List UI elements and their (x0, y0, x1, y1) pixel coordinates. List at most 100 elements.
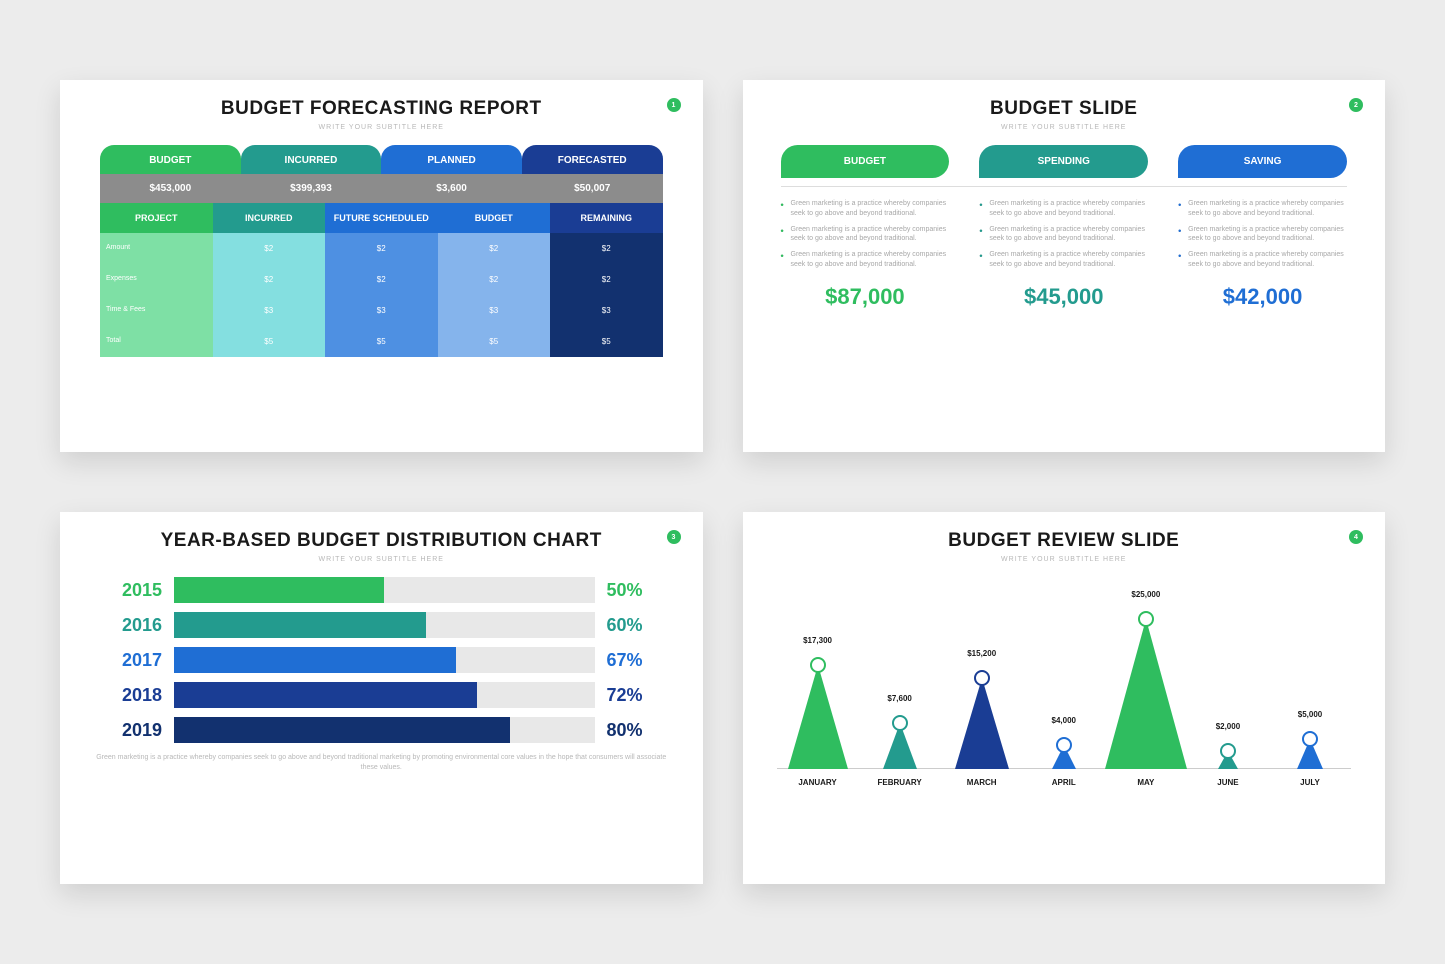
table-cell: $2 (550, 233, 663, 264)
table-cell: $2 (438, 233, 551, 264)
bar-track (174, 717, 595, 743)
row-label: Total (100, 326, 213, 357)
cone-value: $15,200 (967, 649, 996, 658)
cone-shape (788, 662, 848, 769)
bar-track (174, 612, 595, 638)
slide-subtitle: WRITE YOUR SUBTITLE HERE (771, 556, 1358, 563)
slide-subtitle: WRITE YOUR SUBTITLE HERE (88, 556, 675, 563)
summary-tab: PLANNED (381, 145, 522, 174)
slide-number-badge: 4 (1349, 530, 1363, 544)
bar-year: 2016 (108, 615, 162, 636)
cone-marker (1056, 737, 1072, 753)
table-cell: $5 (213, 326, 326, 357)
cone-month: JULY (1300, 778, 1320, 787)
slide-number-badge: 2 (1349, 98, 1363, 112)
bullet-item: •Green marketing is a practice whereby c… (781, 250, 950, 270)
bar-row: 201980% (108, 717, 655, 743)
cone-month: FEBRUARY (878, 778, 922, 787)
bullet-list: •Green marketing is a practice whereby c… (1178, 199, 1347, 270)
table-header-cell: FUTURE SCHEDULED (325, 203, 438, 233)
slide-title: BUDGET FORECASTING REPORT (88, 98, 675, 120)
cone-item: $2,000 JUNE (1187, 577, 1269, 787)
cone-item: $25,000 MAY (1105, 577, 1187, 787)
cone-value: $7,600 (887, 694, 911, 703)
bar-year: 2019 (108, 720, 162, 741)
bullet-item: •Green marketing is a practice whereby c… (979, 250, 1148, 270)
table-body: Amount$2$2$2$2Expenses$2$2$2$2Time & Fee… (100, 233, 663, 357)
bullet-item: •Green marketing is a practice whereby c… (1178, 250, 1347, 270)
table-header-cell: INCURRED (213, 203, 326, 233)
slide-number-badge: 1 (667, 98, 681, 112)
slide-title: YEAR-BASED BUDGET DISTRIBUTION CHART (88, 530, 675, 552)
table-cell: $2 (325, 233, 438, 264)
bullet-list: •Green marketing is a practice whereby c… (979, 199, 1148, 270)
cone-marker (1220, 743, 1236, 759)
summary-value: $3,600 (381, 174, 522, 203)
footnote: Green marketing is a practice whereby co… (88, 753, 675, 773)
cone-month: MAY (1137, 778, 1154, 787)
table-cell: $5 (550, 326, 663, 357)
cone-month: MARCH (967, 778, 997, 787)
bar-year: 2018 (108, 685, 162, 706)
bar-row: 201660% (108, 612, 655, 638)
bullet-list: •Green marketing is a practice whereby c… (781, 199, 950, 270)
table-cell: $5 (438, 326, 551, 357)
table-row: Time & Fees$3$3$3$3 (100, 295, 663, 326)
budget-table: PROJECTINCURREDFUTURE SCHEDULEDBUDGETREM… (100, 203, 663, 357)
bar-track (174, 647, 595, 673)
category-column: •Green marketing is a practice whereby c… (1178, 199, 1347, 310)
category-columns: •Green marketing is a practice whereby c… (771, 199, 1358, 310)
cone-value: $4,000 (1052, 716, 1076, 725)
slide-subtitle: WRITE YOUR SUBTITLE HERE (88, 124, 675, 131)
table-cell: $2 (213, 233, 326, 264)
bullet-item: •Green marketing is a practice whereby c… (979, 225, 1148, 245)
cone-chart: $17,300JANUARY$7,600FEBRUARY$15,200MARCH… (771, 577, 1358, 787)
bar-row: 201550% (108, 577, 655, 603)
bar-pct: 72% (607, 685, 655, 706)
table-header-cell: REMAINING (550, 203, 663, 233)
cone-marker (892, 715, 908, 731)
table-cell: $2 (438, 264, 551, 295)
summary-tab: FORECASTED (522, 145, 663, 174)
cone-marker (974, 670, 990, 686)
category-column: •Green marketing is a practice whereby c… (979, 199, 1148, 310)
bar-pct: 67% (607, 650, 655, 671)
category-pill: SPENDING (979, 145, 1148, 178)
cone-shape (1105, 616, 1187, 769)
cone-item: $15,200 MARCH (941, 577, 1023, 787)
slide-year-distribution: 3 YEAR-BASED BUDGET DISTRIBUTION CHART W… (60, 512, 703, 884)
table-cell: $2 (550, 264, 663, 295)
bar-fill (174, 682, 477, 708)
divider (781, 186, 1348, 187)
bar-year: 2015 (108, 580, 162, 601)
row-label: Amount (100, 233, 213, 264)
cone-value: $2,000 (1216, 722, 1240, 731)
slide-subtitle: WRITE YOUR SUBTITLE HERE (771, 124, 1358, 131)
cone-month: JUNE (1217, 778, 1238, 787)
cone-marker (1302, 731, 1318, 747)
table-cell: $3 (213, 295, 326, 326)
table-row: Expenses$2$2$2$2 (100, 264, 663, 295)
row-label: Expenses (100, 264, 213, 295)
cone-item: $4,000APRIL (1023, 577, 1105, 787)
bar-track (174, 682, 595, 708)
slide-budget-review: 4 BUDGET REVIEW SLIDE WRITE YOUR SUBTITL… (743, 512, 1386, 884)
table-row: Total$5$5$5$5 (100, 326, 663, 357)
category-pill: BUDGET (781, 145, 950, 178)
summary-value: $50,007 (522, 174, 663, 203)
summary-tabs: BUDGETINCURREDPLANNEDFORECASTED (100, 145, 663, 174)
table-header: PROJECTINCURREDFUTURE SCHEDULEDBUDGETREM… (100, 203, 663, 233)
slide-budget: 2 BUDGET SLIDE WRITE YOUR SUBTITLE HERE … (743, 80, 1386, 452)
category-pill: SAVING (1178, 145, 1347, 178)
table-cell: $3 (325, 295, 438, 326)
row-label: Time & Fees (100, 295, 213, 326)
bullet-item: •Green marketing is a practice whereby c… (979, 199, 1148, 219)
cone-marker (1138, 611, 1154, 627)
cone-value: $5,000 (1298, 710, 1322, 719)
category-amount: $87,000 (781, 284, 950, 310)
bar-chart: 201550%201660%201767%201872%201980% (88, 577, 675, 743)
bar-fill (174, 717, 510, 743)
table-cell: $3 (438, 295, 551, 326)
cone-value: $25,000 (1131, 590, 1160, 599)
bar-row: 2018 72% (108, 682, 655, 708)
